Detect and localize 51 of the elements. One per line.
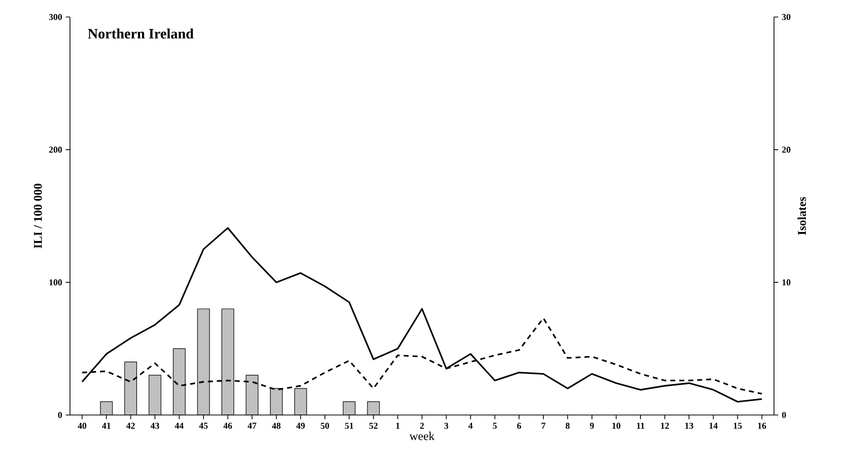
x-tick-label: 43 xyxy=(150,422,160,429)
x-tick-label: 41 xyxy=(102,422,110,429)
x-tick-label: 48 xyxy=(272,422,281,429)
bar xyxy=(124,362,137,415)
x-tick-label: 14 xyxy=(710,422,718,429)
x-axis-title: week xyxy=(409,432,435,440)
x-tick-label: 11 xyxy=(636,422,644,429)
text: Northern Ireland xyxy=(88,28,194,39)
x-tick-label: 2 xyxy=(420,422,424,429)
y-tick-label: 0 xyxy=(58,412,62,418)
x-tick-label: 46 xyxy=(223,422,232,429)
bar xyxy=(343,402,356,415)
x-tick-label: 3 xyxy=(444,422,448,429)
x-tick-label: 7 xyxy=(542,422,546,429)
line-series xyxy=(81,227,763,403)
x-tick-label: 47 xyxy=(248,422,256,429)
bar xyxy=(294,388,307,415)
x-tick-label: 10 xyxy=(612,422,620,429)
y2-tick-label: 30 xyxy=(782,14,790,20)
x-tick-label: 16 xyxy=(758,422,766,429)
y-tick-label: 300 xyxy=(49,14,62,20)
bar xyxy=(221,308,234,415)
x-tick-label: 13 xyxy=(685,422,694,429)
x-tick-label: 49 xyxy=(296,422,305,429)
y-tick-label: 200 xyxy=(49,146,62,153)
y2-axis-title: Isolates xyxy=(798,197,806,235)
bar xyxy=(148,374,162,415)
y2-tick-label: 0 xyxy=(782,412,786,418)
x-tick-label: 15 xyxy=(734,422,742,429)
x-tick-label: 45 xyxy=(199,422,208,429)
x-tick-label: 12 xyxy=(661,422,669,429)
x-tick-label: 8 xyxy=(566,422,570,429)
bar xyxy=(100,402,112,415)
x-tick-label: 44 xyxy=(174,422,184,429)
y2-tick-label: 10 xyxy=(782,279,790,286)
bar xyxy=(172,348,186,415)
x-tick-label: 51 xyxy=(345,422,354,429)
bar xyxy=(197,308,210,415)
bar xyxy=(270,388,283,415)
x-tick-label: 42 xyxy=(126,422,135,429)
x-tick-label: 40 xyxy=(78,422,86,429)
x-tick-label: 52 xyxy=(369,422,378,429)
x-tick-label: 5 xyxy=(492,422,497,429)
y-axis-title: ILI / 100 000 xyxy=(34,184,42,248)
x-tick-label: 50 xyxy=(320,422,330,429)
y-tick-label: 100 xyxy=(50,279,62,286)
x-tick-label: 9 xyxy=(590,422,594,429)
x-tick-label: 4 xyxy=(468,422,473,429)
x-tick-label: 1 xyxy=(396,422,400,429)
x-tick-label: 6 xyxy=(517,422,522,429)
y2-tick-label: 20 xyxy=(782,146,790,153)
